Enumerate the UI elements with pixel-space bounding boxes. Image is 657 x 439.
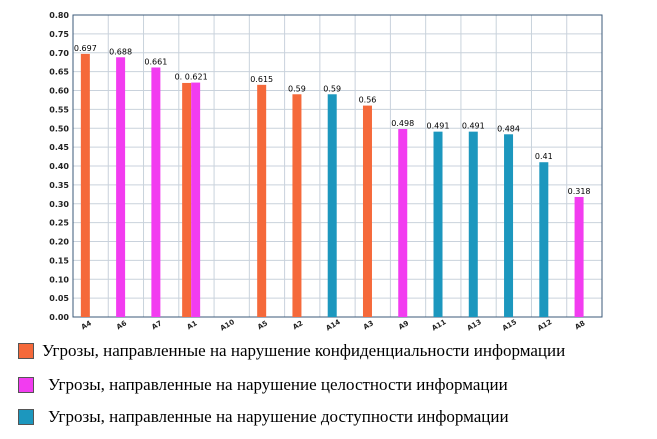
y-tick-label: 0.15 — [49, 256, 69, 265]
bar-А13 — [468, 131, 478, 317]
x-tick-label-А9: А9 — [397, 319, 410, 331]
x-tick-label-А3: А3 — [362, 319, 375, 331]
bar-А9 — [398, 129, 408, 317]
x-tick-label-А12: А12 — [536, 318, 553, 333]
bar-А5 — [257, 84, 267, 318]
x-tick-label-А1: А1 — [186, 319, 199, 331]
legend-label-confidentiality: Угрозы, направленные на нарушение конфид… — [42, 341, 566, 360]
y-tick-label: 0.35 — [49, 181, 69, 190]
x-tick-label-А13: А13 — [466, 318, 483, 333]
y-tick-label: 0.30 — [49, 200, 69, 209]
data-label-А11: 0.491 — [427, 122, 450, 131]
y-tick-label: 0.00 — [49, 313, 69, 322]
bars — [80, 53, 584, 318]
x-tick-label-А4: А4 — [80, 319, 93, 331]
data-label-А7: 0.661 — [144, 57, 167, 66]
x-tick-label-А6: А6 — [115, 319, 128, 331]
data-label-А3: 0.56 — [359, 96, 377, 105]
x-tick-label-А10: А10 — [219, 318, 236, 333]
y-tick-label: 0.40 — [49, 162, 69, 171]
bar-А3 — [362, 105, 372, 317]
bar-А12 — [539, 162, 549, 317]
y-tick-label: 0.80 — [49, 11, 69, 20]
data-label-А8: 0.318 — [568, 187, 591, 196]
y-axis-ticks: 0.00 0.05 0.10 0.15 0.20 0.25 0.30 0.35 0.40 0.45… — [49, 11, 69, 322]
data-label-А13: 0.491 — [462, 122, 485, 131]
legend-label-availability: Угрозы, направленные на нарушение доступ… — [48, 407, 509, 426]
y-tick-label: 0.60 — [49, 87, 69, 96]
x-axis-ticks: А4 А6 А7 А1 А10 А5 А2 А14 А3 А9 А11 А13 А15 А12 А8 — [80, 318, 587, 333]
legend-swatch-availability — [18, 409, 34, 425]
bar-А14 — [327, 94, 337, 318]
data-label-А6: 0.688 — [109, 47, 132, 56]
bar-chart: 0.00 0.05 0.10 0.15 0.20 0.25 0.30 0.35 0.40 0.45… — [49, 11, 603, 333]
data-label-А1: 0. 0.621 — [175, 73, 208, 82]
y-tick-label: 0.65 — [49, 68, 69, 77]
bar-А15 — [504, 134, 514, 317]
y-tick-label: 0.50 — [49, 124, 69, 133]
data-label-А14: 0.59 — [323, 84, 341, 93]
data-label-А2: 0.59 — [288, 84, 306, 93]
x-tick-label-А14: А14 — [325, 318, 342, 333]
grid — [72, 14, 603, 318]
data-label-А9: 0.498 — [391, 119, 414, 128]
y-tick-label: 0.75 — [49, 30, 69, 39]
y-tick-label: 0.20 — [49, 238, 69, 247]
data-label-А5: 0.615 — [250, 75, 273, 84]
y-tick-label: 0.55 — [49, 105, 69, 114]
bar-А4 — [80, 53, 90, 317]
bar-А8 — [574, 196, 584, 317]
x-tick-label-А11: А11 — [430, 318, 447, 333]
data-label-А15: 0.484 — [497, 124, 520, 133]
legend-label-integrity: Угрозы, направленные на нарушение целост… — [48, 375, 508, 394]
bar-А2 — [292, 94, 302, 318]
plot-frame — [72, 14, 603, 318]
data-labels: 0.697 0.688 0.661 0. 0.621 0.615 0.59 0.59 0.56… — [74, 44, 591, 196]
x-tick-label-А8: А8 — [574, 319, 587, 331]
data-label-А12: 0.41 — [535, 152, 553, 161]
y-tick-label: 0.70 — [49, 49, 69, 58]
y-tick-label: 0.45 — [49, 143, 69, 152]
legend-swatch-integrity — [18, 377, 34, 393]
data-label-А4: 0.697 — [74, 44, 97, 53]
bar-А1 — [191, 82, 201, 317]
x-tick-label-А5: А5 — [256, 319, 269, 331]
x-tick-label-А15: А15 — [501, 318, 518, 333]
bar-А11 — [433, 131, 443, 317]
bar-А6 — [116, 57, 126, 317]
x-tick-label-А7: А7 — [150, 319, 163, 331]
x-tick-label-А2: А2 — [291, 319, 304, 331]
y-tick-label: 0.25 — [49, 219, 69, 228]
y-tick-label: 0.05 — [49, 294, 69, 303]
bar-А7 — [151, 67, 161, 317]
legend-swatch-confidentiality — [18, 343, 34, 359]
bar-А1 — [182, 82, 192, 317]
y-tick-label: 0.10 — [49, 275, 69, 284]
